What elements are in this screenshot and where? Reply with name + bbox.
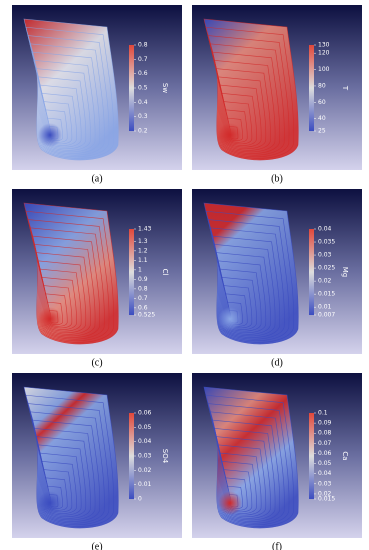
colorbar-tick-label: 0.04	[138, 438, 152, 445]
hot-spot	[218, 123, 242, 147]
colorbar-tick-label: 0.02	[318, 278, 332, 285]
colorbar	[129, 413, 134, 499]
colorbar-title: T	[341, 85, 349, 91]
colorbar-tick-label: 0.8	[138, 285, 148, 292]
panel-label: (f)	[272, 541, 282, 550]
colorbar-tick-label: 0.06	[138, 410, 152, 417]
colorbar-tick-label: 1.1	[138, 257, 148, 264]
colorbar-tick-label: 0.05	[138, 424, 152, 431]
colorbar-tick-label: 0.6	[138, 304, 148, 311]
colorbar-tick-label: 0.2	[138, 128, 148, 135]
colorbar-tick-label: 0.09	[318, 420, 332, 427]
colorbar-tick-label: 0.7	[138, 295, 148, 302]
colorbar-tick-label: 0.04	[318, 470, 332, 477]
colorbar-tick-label: 80	[318, 82, 326, 89]
colorbar	[309, 45, 314, 131]
colorbar-tick-label: 0.07	[318, 440, 332, 447]
colorbar-tick-label: 0.9	[138, 276, 148, 283]
colorbar-tick-label: 1.3	[138, 238, 148, 245]
colorbar-tick-label: 0.06	[318, 450, 332, 457]
colorbar-title: Sw	[161, 83, 169, 93]
colorbar-tick-label: 0.035	[318, 239, 335, 246]
colorbar-tick-label: 0.01	[318, 304, 332, 311]
colorbar-tick-label: 40	[318, 115, 326, 122]
colorbar	[309, 413, 314, 499]
hot-spot	[38, 491, 62, 515]
colorbar-tick-label: 0.03	[138, 453, 152, 460]
colorbar	[129, 45, 134, 131]
colorbar-tick-label: 1.2	[138, 247, 148, 254]
colorbar-tick-label: 100	[318, 66, 330, 73]
colorbar-tick-label: 25	[318, 128, 326, 135]
colorbar-title: Ca	[341, 451, 349, 460]
panel-label: (c)	[91, 357, 102, 368]
panel-label: (b)	[271, 173, 283, 184]
colorbar-title: Cl	[161, 269, 169, 276]
colorbar-tick-label: 1	[138, 266, 142, 273]
colorbar-tick-label: 0.01	[138, 481, 152, 488]
colorbar-tick-label: 0.08	[318, 430, 332, 437]
colorbar-tick-label: 0.03	[318, 252, 332, 259]
colorbar-tick-label: 0.02	[138, 467, 152, 474]
colorbar-tick-label: 0.1	[318, 410, 328, 417]
colorbar-tick-label: 0.3	[138, 113, 148, 120]
colorbar	[309, 229, 314, 315]
hot-spot	[218, 491, 242, 515]
colorbar-tick-label: 0.6	[138, 70, 148, 77]
colorbar	[129, 229, 134, 315]
colorbar-tick-label: 0.007	[318, 312, 335, 319]
colorbar-tick-label: 0.8	[138, 42, 148, 49]
colorbar-tick-label: 0.015	[318, 496, 335, 503]
colorbar-tick-label: 120	[318, 50, 330, 57]
colorbar-tick-label: 0.05	[318, 460, 332, 467]
colorbar-title: SO4	[161, 449, 169, 464]
colorbar-tick-label: 130	[318, 42, 330, 49]
colorbar-tick-label: 0.7	[138, 56, 148, 63]
hot-spot	[38, 123, 62, 147]
colorbar-tick-label: 60	[318, 99, 326, 106]
colorbar-tick-label: 0.525	[138, 312, 155, 319]
colorbar-tick-label: 0.015	[318, 291, 335, 298]
colorbar-tick-label: 1.43	[138, 226, 152, 233]
colorbar-tick-label: 0.025	[318, 265, 335, 272]
hot-spot	[38, 307, 62, 331]
colorbar-tick-label: 0.5	[138, 85, 148, 92]
hot-spot	[218, 307, 242, 331]
panel-label: (e)	[91, 541, 102, 550]
colorbar-tick-label: 0.4	[138, 99, 148, 106]
colorbar-tick-label: 0.04	[318, 226, 332, 233]
panel: 0 0.01 0.02 0.03 0.04 0.05 0.06 SO4 (e)	[12, 373, 182, 550]
panel: 0.2 0.3 0.4 0.5 0.6 0.7 0.8 Sw (a)	[12, 5, 182, 184]
panel-label: (d)	[271, 357, 283, 368]
colorbar-title: Mg	[341, 267, 349, 277]
colorbar-tick-label: 0.03	[318, 480, 332, 487]
colorbar-tick-label: 0	[138, 496, 142, 503]
panel-label: (a)	[91, 173, 102, 184]
colorbar-tick-label: 0.02	[318, 490, 332, 497]
